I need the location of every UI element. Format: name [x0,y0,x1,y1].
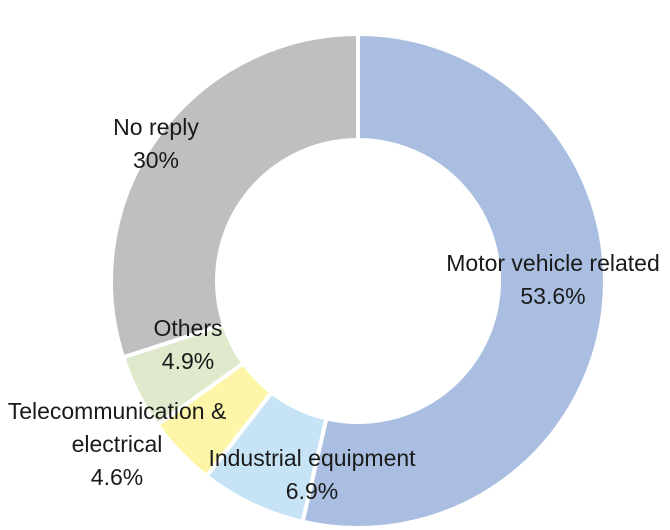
slice-name: No reply [113,114,199,140]
slice-value-label: 4.9% [162,348,214,374]
slice-name: Motor vehicle related [446,250,660,276]
slice-name: Others [153,315,222,341]
slice-value-label: 4.6% [91,464,143,490]
slice-label-telecommunication-electrical: Telecommunication & electrical 4.6% [8,398,227,490]
slice-motor-vehicle-related [300,32,607,530]
slice-value-label: 6.9% [286,478,338,504]
slice-no-reply [109,32,360,360]
slice-label-no-reply: No reply 30% [113,114,199,173]
slice-name-line-2: electrical [72,431,163,457]
slice-name-line-1: Telecommunication & [8,398,227,424]
slice-label-industrial-equipment: Industrial equipment 6.9% [208,445,416,504]
slice-name: Industrial equipment [208,445,416,471]
slice-value-label: 53.6% [520,283,585,309]
slice-label-motor-vehicle-related: Motor vehicle related 53.6% [446,250,660,309]
donut-slices [109,32,607,530]
slice-value-label: 30% [133,147,179,173]
slice-label-others: Others 4.9% [153,315,222,374]
